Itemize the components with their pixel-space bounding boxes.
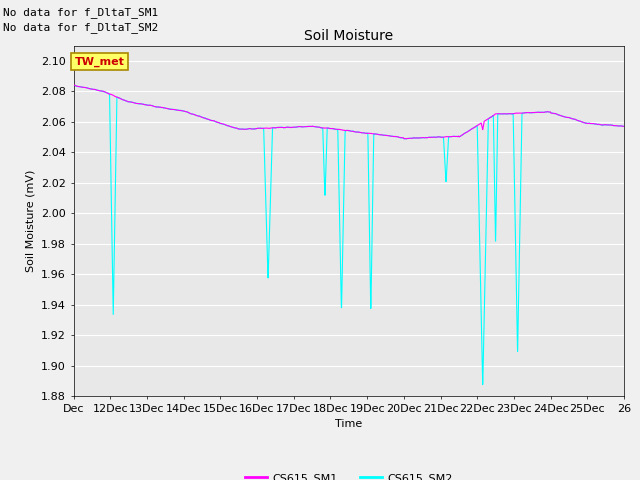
X-axis label: Time: Time [335, 419, 362, 429]
Title: Soil Moisture: Soil Moisture [304, 29, 394, 43]
Text: No data for f_DltaT_SM2: No data for f_DltaT_SM2 [3, 22, 159, 33]
Legend: CS615_SM1, CS615_SM2: CS615_SM1, CS615_SM2 [240, 469, 458, 480]
Text: TW_met: TW_met [75, 57, 125, 67]
Text: No data for f_DltaT_SM1: No data for f_DltaT_SM1 [3, 7, 159, 18]
Y-axis label: Soil Moisture (mV): Soil Moisture (mV) [26, 169, 36, 272]
